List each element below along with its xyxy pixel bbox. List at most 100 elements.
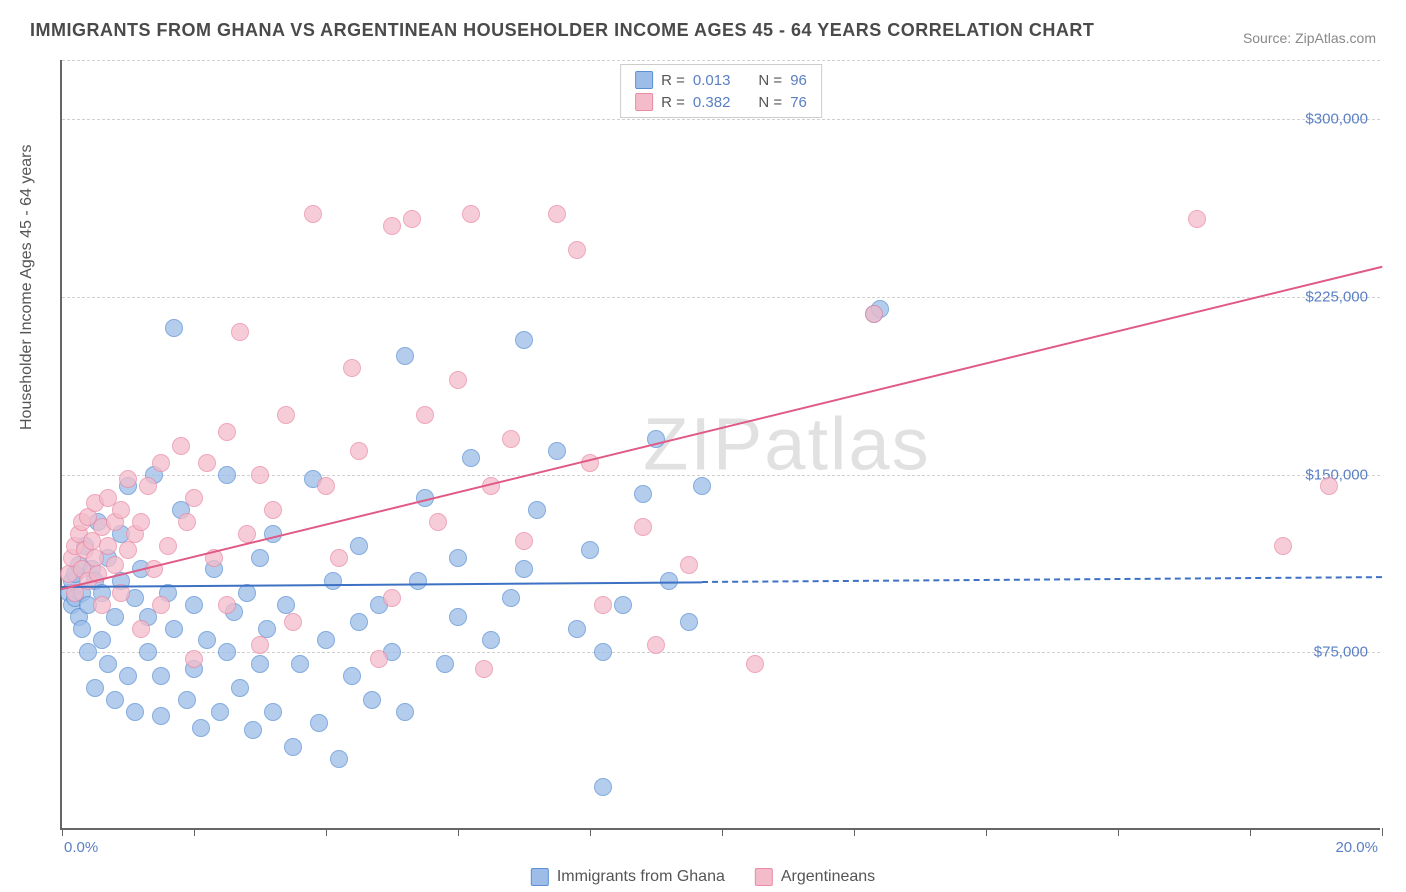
legend-label-ghana: Immigrants from Ghana <box>557 868 725 886</box>
data-point-ghana <box>86 679 104 697</box>
data-point-ghana <box>251 549 269 567</box>
data-point-ghana <box>350 537 368 555</box>
y-tick-label: $300,000 <box>1305 111 1368 128</box>
x-tick <box>986 828 987 836</box>
data-point-ghana <box>198 631 216 649</box>
data-point-argentina <box>231 323 249 341</box>
data-point-argentina <box>383 217 401 235</box>
data-point-ghana <box>409 572 427 590</box>
r-value-argentina: 0.382 <box>693 94 731 111</box>
data-point-argentina <box>370 650 388 668</box>
data-point-ghana <box>264 703 282 721</box>
data-point-argentina <box>139 477 157 495</box>
data-point-ghana <box>284 738 302 756</box>
data-point-argentina <box>594 596 612 614</box>
data-point-argentina <box>264 501 282 519</box>
x-tick <box>326 828 327 836</box>
data-point-ghana <box>350 613 368 631</box>
data-point-argentina <box>132 513 150 531</box>
data-point-ghana <box>139 643 157 661</box>
data-point-argentina <box>106 556 124 574</box>
data-point-ghana <box>165 620 183 638</box>
r-value-ghana: 0.013 <box>693 72 731 89</box>
data-point-argentina <box>304 205 322 223</box>
data-point-argentina <box>403 210 421 228</box>
data-point-ghana <box>396 703 414 721</box>
data-point-argentina <box>383 589 401 607</box>
data-point-argentina <box>462 205 480 223</box>
data-point-argentina <box>416 406 434 424</box>
x-tick <box>1118 828 1119 836</box>
data-point-ghana <box>462 449 480 467</box>
gridline <box>62 60 1380 61</box>
data-point-ghana <box>93 631 111 649</box>
data-point-ghana <box>317 631 335 649</box>
data-point-argentina <box>475 660 493 678</box>
data-point-ghana <box>363 691 381 709</box>
source-value: ZipAtlas.com <box>1295 30 1376 46</box>
data-point-argentina <box>112 501 130 519</box>
data-point-ghana <box>528 501 546 519</box>
data-point-argentina <box>251 466 269 484</box>
trend-line-ghana <box>62 581 702 588</box>
legend-row-argentina: R = 0.382 N = 76 <box>635 91 807 113</box>
trend-line-argentina <box>62 266 1382 590</box>
data-point-ghana <box>211 703 229 721</box>
data-point-argentina <box>218 596 236 614</box>
data-point-argentina <box>172 437 190 455</box>
n-value-argentina: 76 <box>790 94 807 111</box>
data-point-argentina <box>502 430 520 448</box>
data-point-ghana <box>119 667 137 685</box>
data-point-argentina <box>647 636 665 654</box>
data-point-argentina <box>185 650 203 668</box>
data-point-argentina <box>119 470 137 488</box>
data-point-argentina <box>132 620 150 638</box>
data-point-ghana <box>614 596 632 614</box>
swatch-argentina <box>635 93 653 111</box>
data-point-ghana <box>581 541 599 559</box>
legend-label-argentina: Argentineans <box>781 868 875 886</box>
data-point-argentina <box>93 596 111 614</box>
data-point-ghana <box>515 560 533 578</box>
data-point-ghana <box>693 477 711 495</box>
x-tick <box>590 828 591 836</box>
data-point-ghana <box>594 643 612 661</box>
data-point-argentina <box>119 541 137 559</box>
x-tick <box>1382 828 1383 836</box>
legend-item-ghana: Immigrants from Ghana <box>531 868 725 886</box>
data-point-ghana <box>258 620 276 638</box>
data-point-argentina <box>634 518 652 536</box>
data-point-ghana <box>436 655 454 673</box>
y-tick-label: $75,000 <box>1314 644 1368 661</box>
data-point-argentina <box>429 513 447 531</box>
data-point-argentina <box>330 549 348 567</box>
data-point-ghana <box>291 655 309 673</box>
data-point-ghana <box>449 549 467 567</box>
data-point-ghana <box>165 319 183 337</box>
data-point-argentina <box>277 406 295 424</box>
data-point-argentina <box>284 613 302 631</box>
data-point-argentina <box>152 454 170 472</box>
data-point-argentina <box>746 655 764 673</box>
data-point-argentina <box>178 513 196 531</box>
data-point-ghana <box>449 608 467 626</box>
swatch-ghana-icon <box>531 868 549 886</box>
data-point-ghana <box>178 691 196 709</box>
data-point-ghana <box>231 679 249 697</box>
x-tick <box>194 828 195 836</box>
data-point-ghana <box>152 707 170 725</box>
n-label: N = <box>758 94 782 111</box>
data-point-argentina <box>99 537 117 555</box>
data-point-ghana <box>218 466 236 484</box>
data-point-argentina <box>317 477 335 495</box>
x-tick <box>1250 828 1251 836</box>
y-axis-label: Householder Income Ages 45 - 64 years <box>18 145 36 431</box>
gridline <box>62 119 1380 120</box>
data-point-ghana <box>396 347 414 365</box>
n-value-ghana: 96 <box>790 72 807 89</box>
correlation-legend: R = 0.013 N = 96 R = 0.382 N = 76 <box>620 64 822 118</box>
data-point-ghana <box>192 719 210 737</box>
data-point-ghana <box>277 596 295 614</box>
data-point-argentina <box>159 537 177 555</box>
data-point-ghana <box>502 589 520 607</box>
